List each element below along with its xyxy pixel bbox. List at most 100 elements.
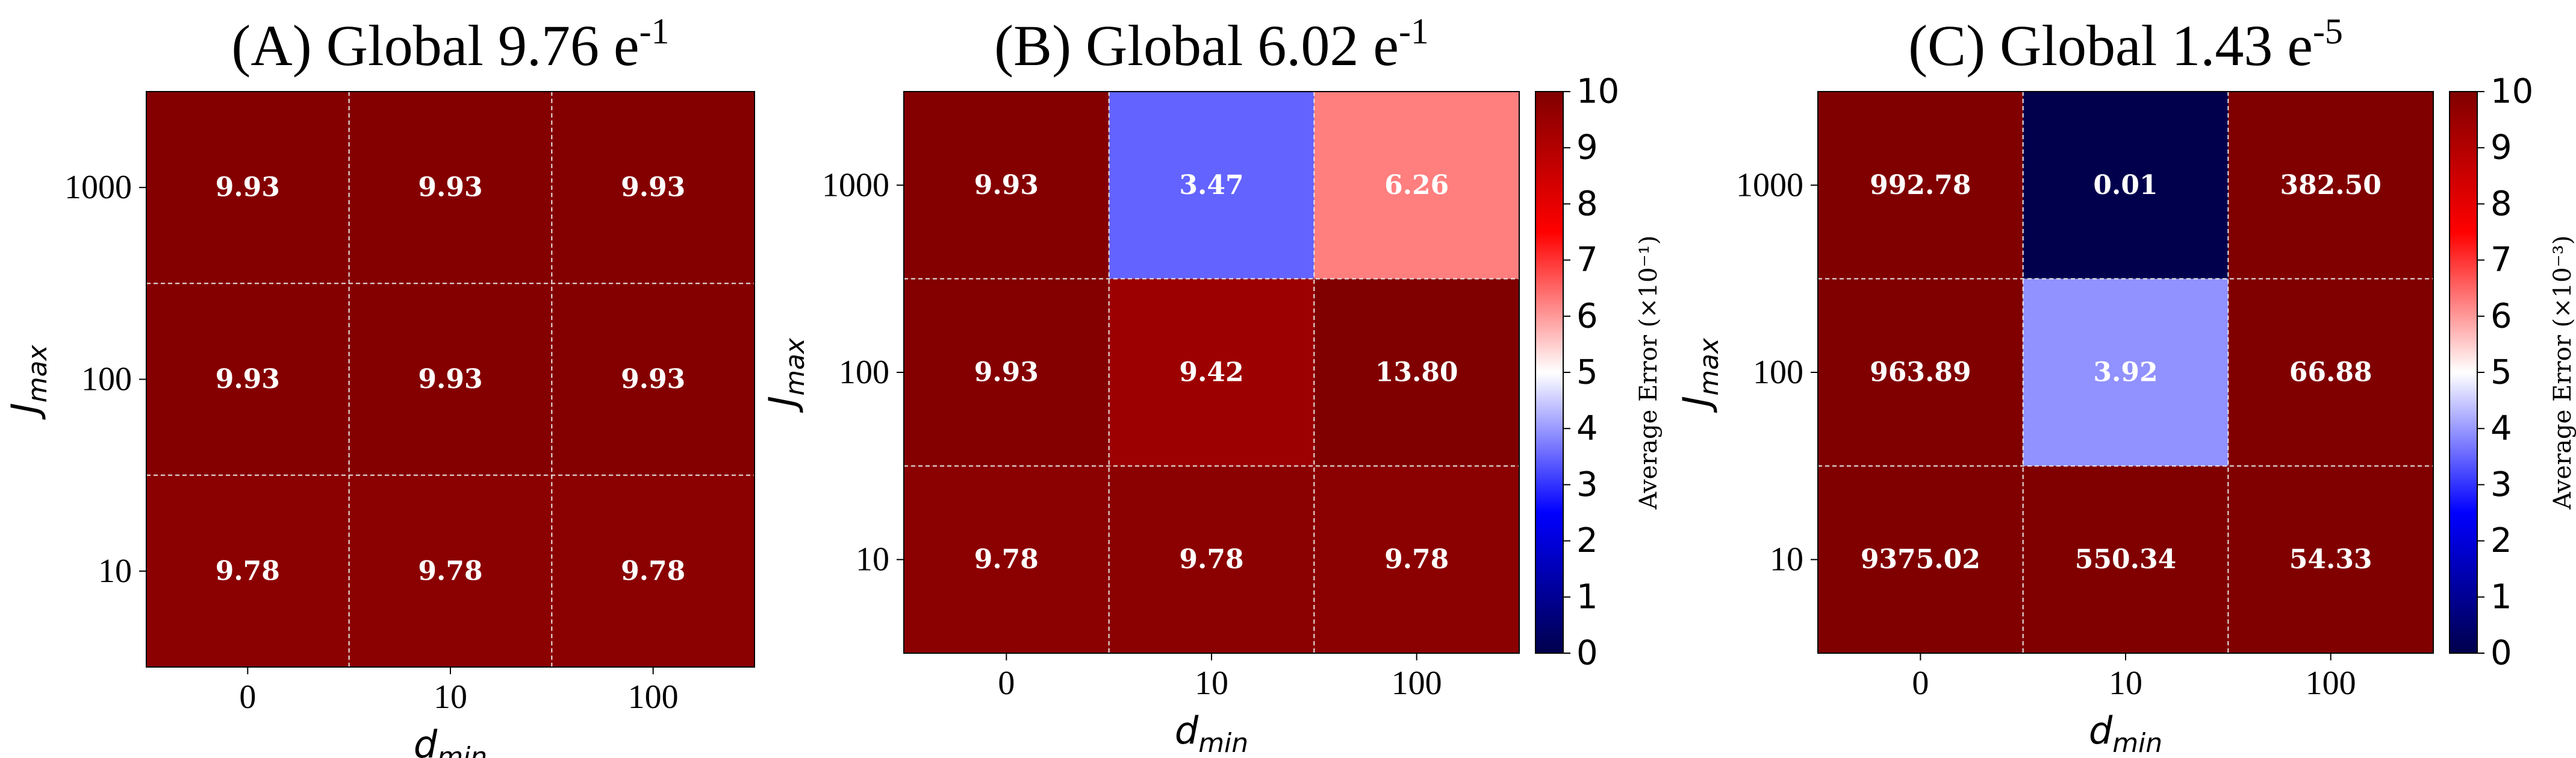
y-tick-label: 1000 bbox=[822, 166, 889, 204]
heatmap-panel-1: 9.93 9.93 9.93 9.93 9.93 9.93 9.78 9.78 9.78 0 10 1… bbox=[3, 11, 755, 758]
heatmap-cell bbox=[1314, 92, 1519, 279]
colorbar-tick-label: 6 bbox=[1576, 296, 1598, 336]
y-axis-label: Jmax bbox=[1675, 337, 1725, 413]
heatmap-cell bbox=[146, 92, 349, 284]
cell-value-label: 54.33 bbox=[2289, 544, 2372, 575]
cell-value-label: 9.93 bbox=[621, 364, 685, 395]
colorbar-tick-label: 1 bbox=[2490, 577, 2512, 616]
x-tick-label: 10 bbox=[434, 678, 467, 716]
heatmap-cell bbox=[2228, 466, 2433, 653]
heatmap-cell bbox=[349, 283, 552, 475]
cell-value-label: 963.89 bbox=[1870, 357, 1971, 388]
heatmap-cell bbox=[904, 278, 1109, 466]
colorbar-tick-label: 0 bbox=[2490, 634, 2512, 673]
heatmap-cell bbox=[2023, 278, 2229, 466]
heatmap-cell bbox=[904, 92, 1109, 279]
x-tick-label: 0 bbox=[1912, 665, 1929, 702]
y-tick-label: 10 bbox=[856, 541, 889, 578]
cell-value-label: 9.93 bbox=[418, 364, 482, 395]
cell-value-label: 0.01 bbox=[2093, 170, 2158, 201]
cell-value-label: 66.88 bbox=[2289, 357, 2372, 388]
cell-value-label: 9.93 bbox=[974, 357, 1039, 388]
heatmap-cell bbox=[1109, 92, 1314, 279]
heatmap-cell bbox=[1314, 466, 1519, 653]
x-axis-label: dmin bbox=[1175, 709, 1248, 758]
colorbar-tick-label: 7 bbox=[2490, 240, 2512, 280]
x-tick-label: 10 bbox=[2109, 665, 2142, 702]
panel-title: (C) Global 1.43 e-5 bbox=[1908, 11, 2343, 78]
y-tick-label: 10 bbox=[1770, 541, 1803, 578]
colorbar-tick-label: 7 bbox=[1576, 240, 1598, 280]
heatmap-cell bbox=[146, 283, 349, 475]
x-tick-label: 0 bbox=[239, 678, 256, 716]
heatmap-cell bbox=[349, 475, 552, 667]
x-tick-label: 0 bbox=[998, 665, 1015, 702]
x-tick-label: 100 bbox=[628, 678, 679, 716]
cell-value-label: 9.78 bbox=[216, 556, 280, 586]
cell-value-label: 9.42 bbox=[1179, 357, 1243, 388]
colorbar-tick-label: 4 bbox=[1576, 409, 1598, 448]
cell-value-label: 9.78 bbox=[418, 556, 482, 586]
colorbar-tick-label: 5 bbox=[1576, 353, 1598, 392]
x-tick-label: 100 bbox=[2306, 665, 2356, 702]
heatmap-cell bbox=[2228, 92, 2433, 279]
x-axis-label: dmin bbox=[2089, 709, 2162, 758]
cell-value-label: 9375.02 bbox=[1861, 544, 1980, 575]
x-tick-label: 10 bbox=[1195, 665, 1228, 702]
panel-title: (B) Global 6.02 e-1 bbox=[994, 11, 1429, 78]
cell-value-label: 550.34 bbox=[2075, 544, 2176, 575]
heatmap-cell bbox=[1109, 278, 1314, 466]
cell-value-label: 9.93 bbox=[974, 170, 1039, 201]
cell-value-label: 9.78 bbox=[621, 556, 685, 586]
heatmap-cell bbox=[552, 475, 754, 667]
cell-value-label: 3.47 bbox=[1179, 170, 1243, 201]
heatmap-cell bbox=[2023, 92, 2229, 279]
colorbar-tick-label: 10 bbox=[2490, 72, 2533, 111]
colorbar: 0 1 2 3 4 5 6 7 8 9 10 Average Error (×10⁻¹) bbox=[1535, 72, 1663, 673]
heatmap-cell bbox=[1818, 92, 2023, 279]
x-tick-label: 100 bbox=[1392, 665, 1442, 702]
heatmap-cell bbox=[1818, 466, 2023, 653]
colorbar-tick-label: 9 bbox=[2490, 128, 2512, 168]
colorbar-tick-label: 0 bbox=[1576, 634, 1598, 673]
y-tick-label: 100 bbox=[81, 361, 132, 398]
colorbar-gradient bbox=[2449, 91, 2478, 654]
y-tick-label: 100 bbox=[839, 354, 889, 391]
y-axis-label: Jmax bbox=[761, 337, 810, 413]
y-axis-label: Jmax bbox=[3, 344, 53, 420]
panel-title: (A) Global 9.76 e-1 bbox=[231, 11, 669, 78]
colorbar-tick-label: 2 bbox=[2490, 521, 2512, 560]
cell-value-label: 9.93 bbox=[621, 172, 685, 203]
heatmap-panel-2: 9.93 3.47 6.269.93 9.42 13.809.78 9.78 9.780 10… bbox=[761, 11, 1663, 758]
colorbar-tick-label: 5 bbox=[2490, 353, 2512, 392]
heatmap-cell bbox=[2228, 278, 2433, 466]
heatmap-cell bbox=[1314, 278, 1519, 466]
cell-value-label: 9.93 bbox=[418, 172, 482, 203]
colorbar-tick-label: 6 bbox=[2490, 296, 2512, 336]
colorbar-tick-label: 8 bbox=[2490, 184, 2512, 224]
cell-value-label: 992.78 bbox=[1870, 170, 1971, 201]
cell-value-label: 382.50 bbox=[2280, 170, 2381, 201]
colorbar-label: Average Error (×10⁻¹) bbox=[1635, 236, 1663, 510]
cell-value-label: 9.78 bbox=[1179, 544, 1243, 575]
colorbar-tick-label: 9 bbox=[1576, 128, 1598, 168]
colorbar-label: Average Error (×10⁻³) bbox=[2549, 236, 2576, 510]
heatmap-cell bbox=[1109, 466, 1314, 653]
colorbar-tick-label: 1 bbox=[1576, 577, 1598, 616]
y-tick-label: 1000 bbox=[64, 169, 132, 206]
colorbar: 0 1 2 3 4 5 6 7 8 9 10 Average Error (×10⁻³) bbox=[2449, 72, 2576, 673]
heatmap-cell bbox=[552, 283, 754, 475]
cell-value-label: 6.26 bbox=[1384, 170, 1449, 201]
colorbar-gradient bbox=[1535, 91, 1564, 654]
y-tick-label: 10 bbox=[98, 553, 132, 590]
cell-value-label: 9.93 bbox=[216, 364, 280, 395]
heatmap-cell bbox=[1818, 278, 2023, 466]
cell-value-label: 9.78 bbox=[974, 544, 1039, 575]
colorbar-tick-label: 10 bbox=[1576, 72, 1619, 111]
heatmap-cell bbox=[552, 92, 754, 284]
x-axis-label: dmin bbox=[414, 722, 487, 758]
cell-value-label: 3.92 bbox=[2093, 357, 2158, 388]
colorbar-tick-label: 3 bbox=[1576, 465, 1598, 504]
